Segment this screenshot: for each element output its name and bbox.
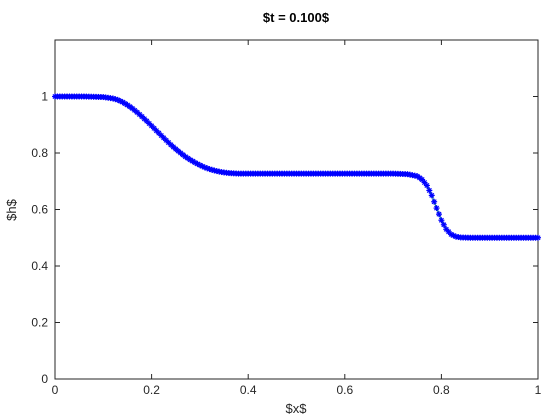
x-tick-label: 0.4 (240, 383, 257, 397)
data-point (535, 234, 541, 241)
x-axis-ticks: 0 0.2 0.4 0.6 0.8 1 (52, 40, 542, 397)
y-tick-label: 0.4 (31, 259, 48, 273)
data-point (435, 211, 442, 218)
x-tick-label: 0.2 (143, 383, 160, 397)
x-tick-label: 0.8 (433, 383, 450, 397)
y-tick-label: 0 (41, 372, 48, 386)
series-group (52, 93, 541, 241)
y-axis-label: $h$ (4, 198, 19, 220)
plot-area (54, 39, 539, 380)
data-point (428, 192, 435, 199)
data-point (433, 205, 440, 212)
data-point (431, 198, 438, 205)
y-tick-label: 0.2 (31, 316, 48, 330)
data-point (440, 221, 447, 228)
data-point (438, 217, 445, 224)
y-tick-label: 0.6 (31, 203, 48, 217)
y-tick-label: 1 (41, 90, 48, 104)
data-point (423, 182, 430, 189)
chart-title: $t = 0.100$ (263, 10, 330, 25)
x-tick-label: 0 (52, 383, 59, 397)
y-axis-ticks: 0 0.2 0.4 0.6 0.8 1 (31, 90, 538, 386)
x-axis-label: $x$ (286, 401, 308, 416)
data-point (426, 187, 433, 194)
x-tick-label: 1 (535, 383, 542, 397)
y-tick-label: 0.8 (31, 146, 48, 160)
x-tick-label: 0.6 (336, 383, 353, 397)
